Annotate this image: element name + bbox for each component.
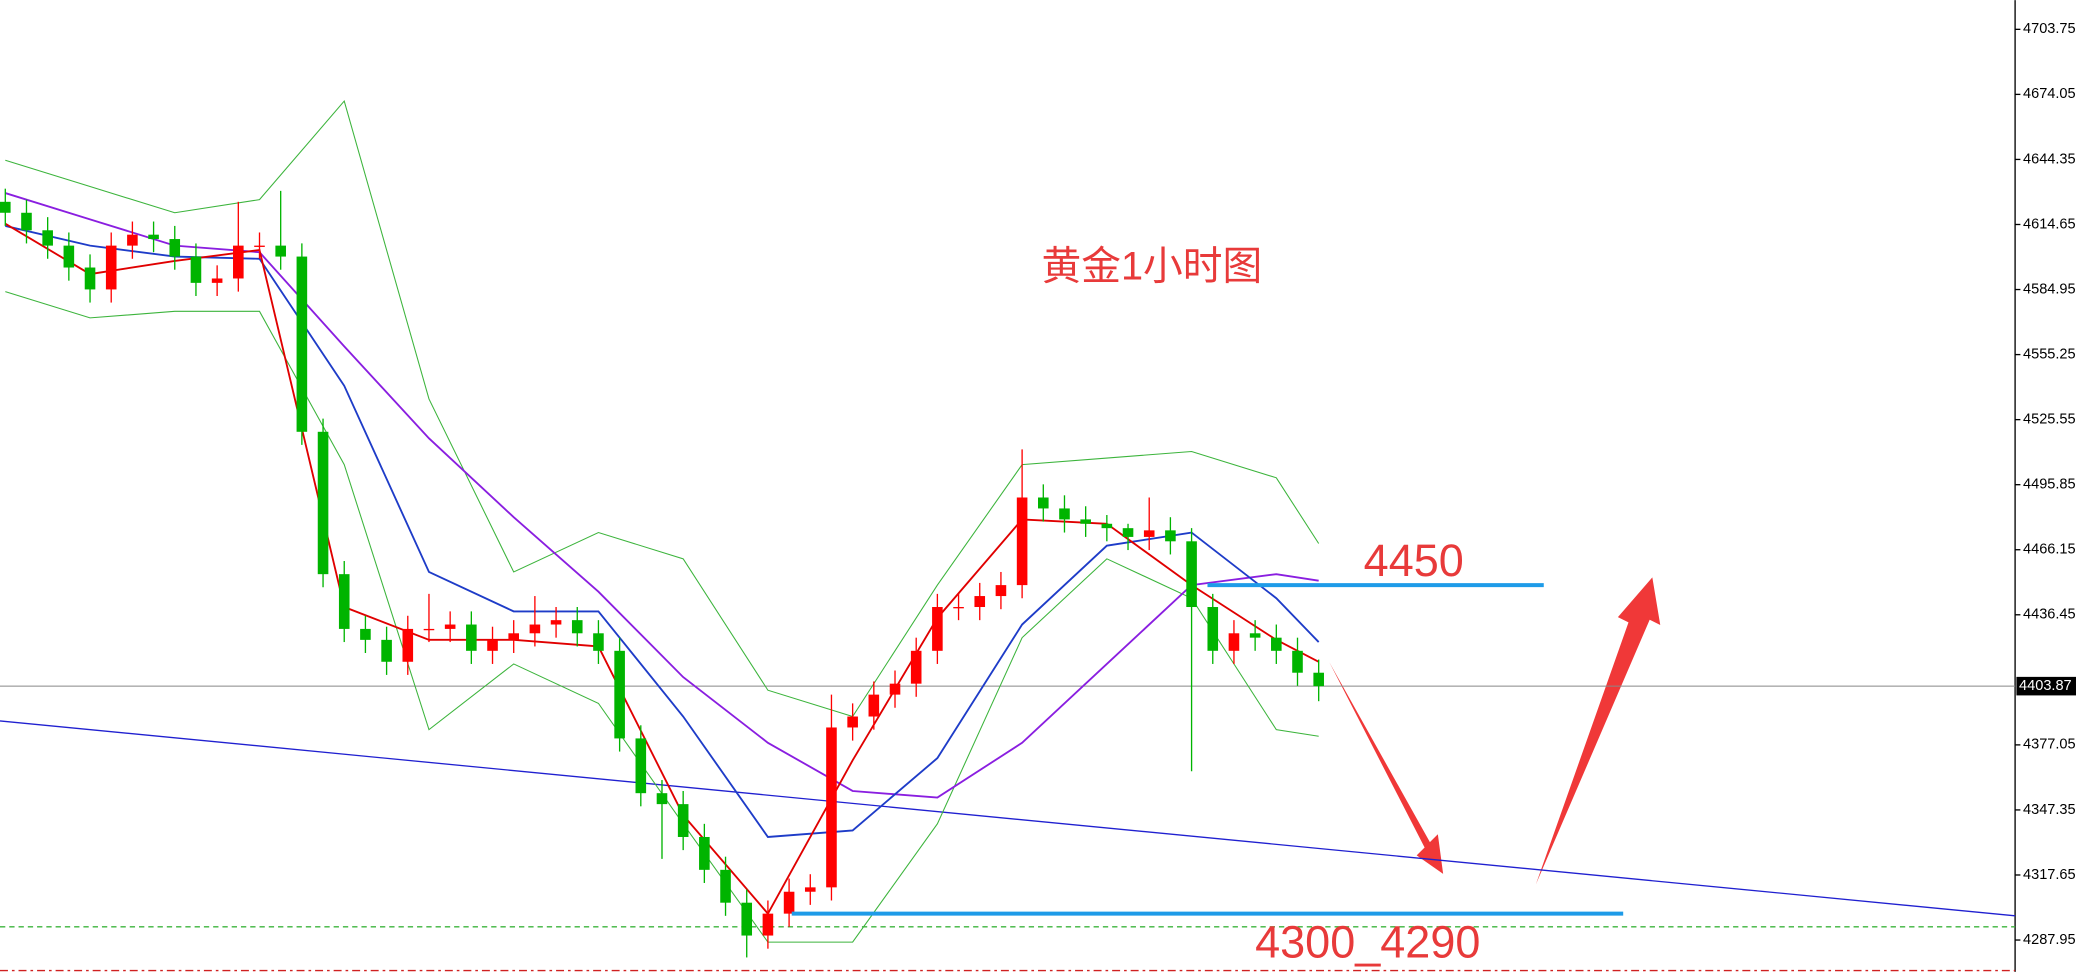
candle-body xyxy=(233,245,244,279)
last-price-label: 4403.87 xyxy=(2019,678,2072,694)
candle-body xyxy=(1313,672,1324,687)
candle-body xyxy=(381,639,392,662)
candle-body xyxy=(1207,607,1219,651)
candle-body xyxy=(1122,528,1134,537)
candle-body xyxy=(317,431,329,575)
y-tick-label: 4495.85 xyxy=(2023,477,2076,493)
candle-body xyxy=(1143,530,1155,537)
y-tick-label: 4377.05 xyxy=(2023,737,2076,753)
candle-body xyxy=(1101,523,1113,529)
candle-body xyxy=(974,596,986,608)
candle-body xyxy=(105,245,117,290)
candle-body xyxy=(614,650,625,739)
candle-body xyxy=(466,624,477,651)
candle-body xyxy=(699,836,710,870)
candle-body xyxy=(84,267,96,290)
y-tick-label: 4525.55 xyxy=(2023,411,2076,427)
indicator-line xyxy=(5,99,1320,718)
y-tick-label: 4614.65 xyxy=(2023,216,2076,232)
candle-body xyxy=(762,913,774,936)
candle-body xyxy=(275,245,286,257)
candle-body xyxy=(1038,497,1049,509)
annotation: 4450 xyxy=(1364,535,1464,586)
candle-body xyxy=(953,607,964,609)
candle-body xyxy=(423,628,435,631)
y-tick-label: 4347.35 xyxy=(2023,802,2076,818)
candle-body xyxy=(550,620,562,625)
candle-body xyxy=(127,234,138,246)
up-arrow xyxy=(1535,577,1661,885)
candle-body xyxy=(402,628,414,662)
candle-body xyxy=(826,727,837,888)
candle-body xyxy=(656,793,668,805)
candle-body xyxy=(932,607,943,651)
candle-body xyxy=(1228,633,1240,651)
candle-body xyxy=(360,628,371,640)
y-tick-label: 4674.05 xyxy=(2023,86,2076,102)
y-tick-label: 4644.35 xyxy=(2023,151,2076,167)
candle-body xyxy=(1249,633,1261,638)
candle-body xyxy=(296,256,308,432)
candle-body xyxy=(1080,519,1091,524)
candle-body xyxy=(677,804,689,837)
candle-body xyxy=(804,887,816,892)
candle-body xyxy=(910,650,922,684)
candle-body xyxy=(571,620,583,634)
candle-body xyxy=(1271,637,1282,651)
y-tick-label: 4466.15 xyxy=(2023,542,2076,558)
down-arrow xyxy=(1329,662,1444,874)
candle-body xyxy=(487,639,498,651)
candle-body xyxy=(169,239,181,257)
y-tick-label: 4584.95 xyxy=(2023,281,2076,297)
candle-body xyxy=(21,212,32,231)
candle-body xyxy=(338,574,350,629)
candle-body xyxy=(529,624,541,634)
candle-body xyxy=(995,585,1007,597)
candle-body xyxy=(783,891,795,914)
candle-body xyxy=(593,633,604,651)
candle-body xyxy=(1186,541,1197,608)
candle-body xyxy=(508,633,519,640)
y-tick-label: 4317.65 xyxy=(2023,867,2076,883)
annotation: 4300_4290 xyxy=(1255,916,1480,967)
candle-body xyxy=(1059,508,1070,520)
last-price-box xyxy=(2016,676,2076,696)
candle-body xyxy=(635,738,647,794)
candle-body xyxy=(868,694,880,717)
candle-body xyxy=(254,245,265,247)
candle-body xyxy=(42,230,53,246)
candle-body xyxy=(720,869,731,903)
candle-body xyxy=(444,624,456,629)
trend-line xyxy=(0,720,2016,917)
chart-title: 黄金1小时图 xyxy=(1042,244,1263,288)
y-tick-label: 4703.75 xyxy=(2023,21,2076,37)
candle-body xyxy=(1292,650,1303,673)
y-tick-label: 4287.95 xyxy=(2023,932,2076,948)
y-tick-label: 4436.45 xyxy=(2023,607,2076,623)
indicator-line xyxy=(5,225,1320,838)
candle-body xyxy=(1016,497,1028,586)
candle-body xyxy=(741,902,753,936)
candle-body xyxy=(0,201,11,213)
candle-body xyxy=(190,256,202,283)
indicator-line xyxy=(5,192,1319,799)
candle-body xyxy=(847,716,858,728)
y-tick-label: 4555.25 xyxy=(2023,346,2076,362)
candle-body xyxy=(1165,530,1176,542)
candle-body xyxy=(148,234,159,240)
candle-body xyxy=(889,683,901,695)
candle-body xyxy=(63,245,75,268)
candle-body xyxy=(211,278,223,283)
